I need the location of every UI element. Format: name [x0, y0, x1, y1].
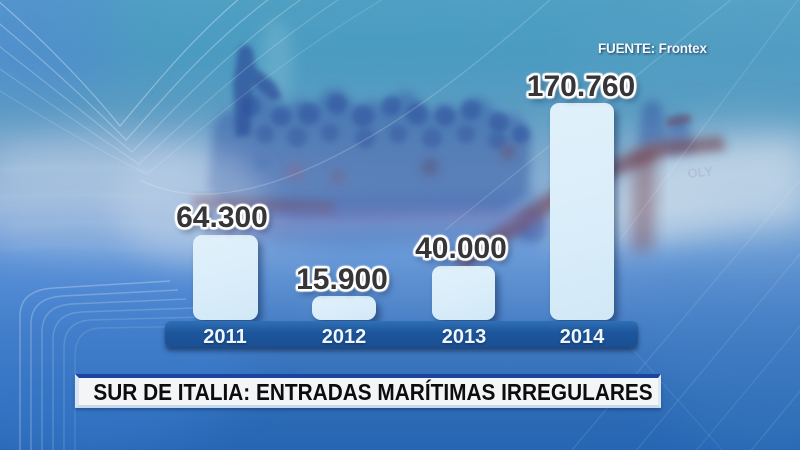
svg-text:OLY: OLY [687, 163, 714, 181]
